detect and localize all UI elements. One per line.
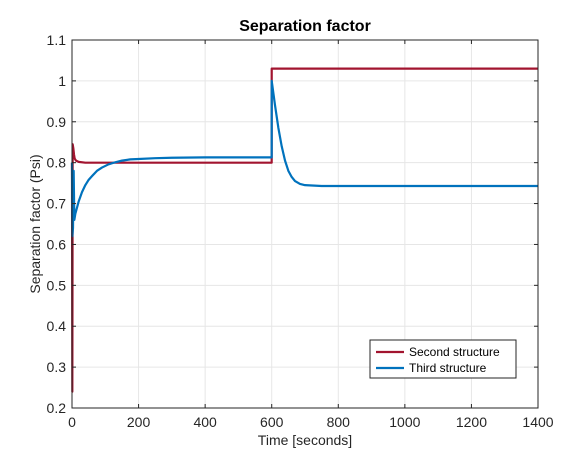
legend-box — [369, 339, 517, 379]
x-tick-label: 1400 — [522, 414, 553, 430]
y-tick-label: 0.8 — [47, 155, 67, 171]
legend-label-1: Second structure — [409, 345, 500, 359]
y-tick-label: 0.2 — [47, 400, 67, 416]
y-tick-label: 0.5 — [47, 277, 67, 293]
chart-title: Separation factor — [239, 18, 371, 35]
y-tick-label: 0.4 — [47, 318, 67, 334]
y-tick-label: 0.7 — [47, 196, 67, 212]
y-axis-label: Separation factor (Psi) — [27, 154, 43, 293]
series-line-2 — [70, 79, 538, 238]
x-tick-label: 0 — [68, 414, 76, 430]
y-tick-label: 1.1 — [47, 32, 67, 48]
axis-ticks: 0 200 400 600 800 1000 1200 1400 0.2 0.3 0.4 0.5 0.6… — [47, 32, 554, 430]
x-tick-label: 1000 — [389, 414, 420, 430]
x-tick-label: 1200 — [456, 414, 487, 430]
y-tick-label: 0.6 — [47, 236, 67, 252]
y-tick-label: 0.9 — [47, 114, 67, 130]
legend: Second structure Third structure — [369, 339, 517, 379]
x-tick-label: 600 — [260, 414, 284, 430]
x-tick-label: 800 — [327, 414, 351, 430]
series-lines — [70, 67, 538, 393]
y-tick-label: 1 — [58, 73, 66, 89]
x-tick-label: 200 — [127, 414, 151, 430]
series-line-1 — [70, 67, 538, 393]
x-tick-label: 400 — [193, 414, 217, 430]
plot-frame — [71, 39, 539, 409]
y-tick-label: 0.3 — [47, 359, 67, 375]
legend-label-2: Third structure — [409, 361, 487, 375]
x-axis-label: Time [seconds] — [258, 432, 352, 448]
